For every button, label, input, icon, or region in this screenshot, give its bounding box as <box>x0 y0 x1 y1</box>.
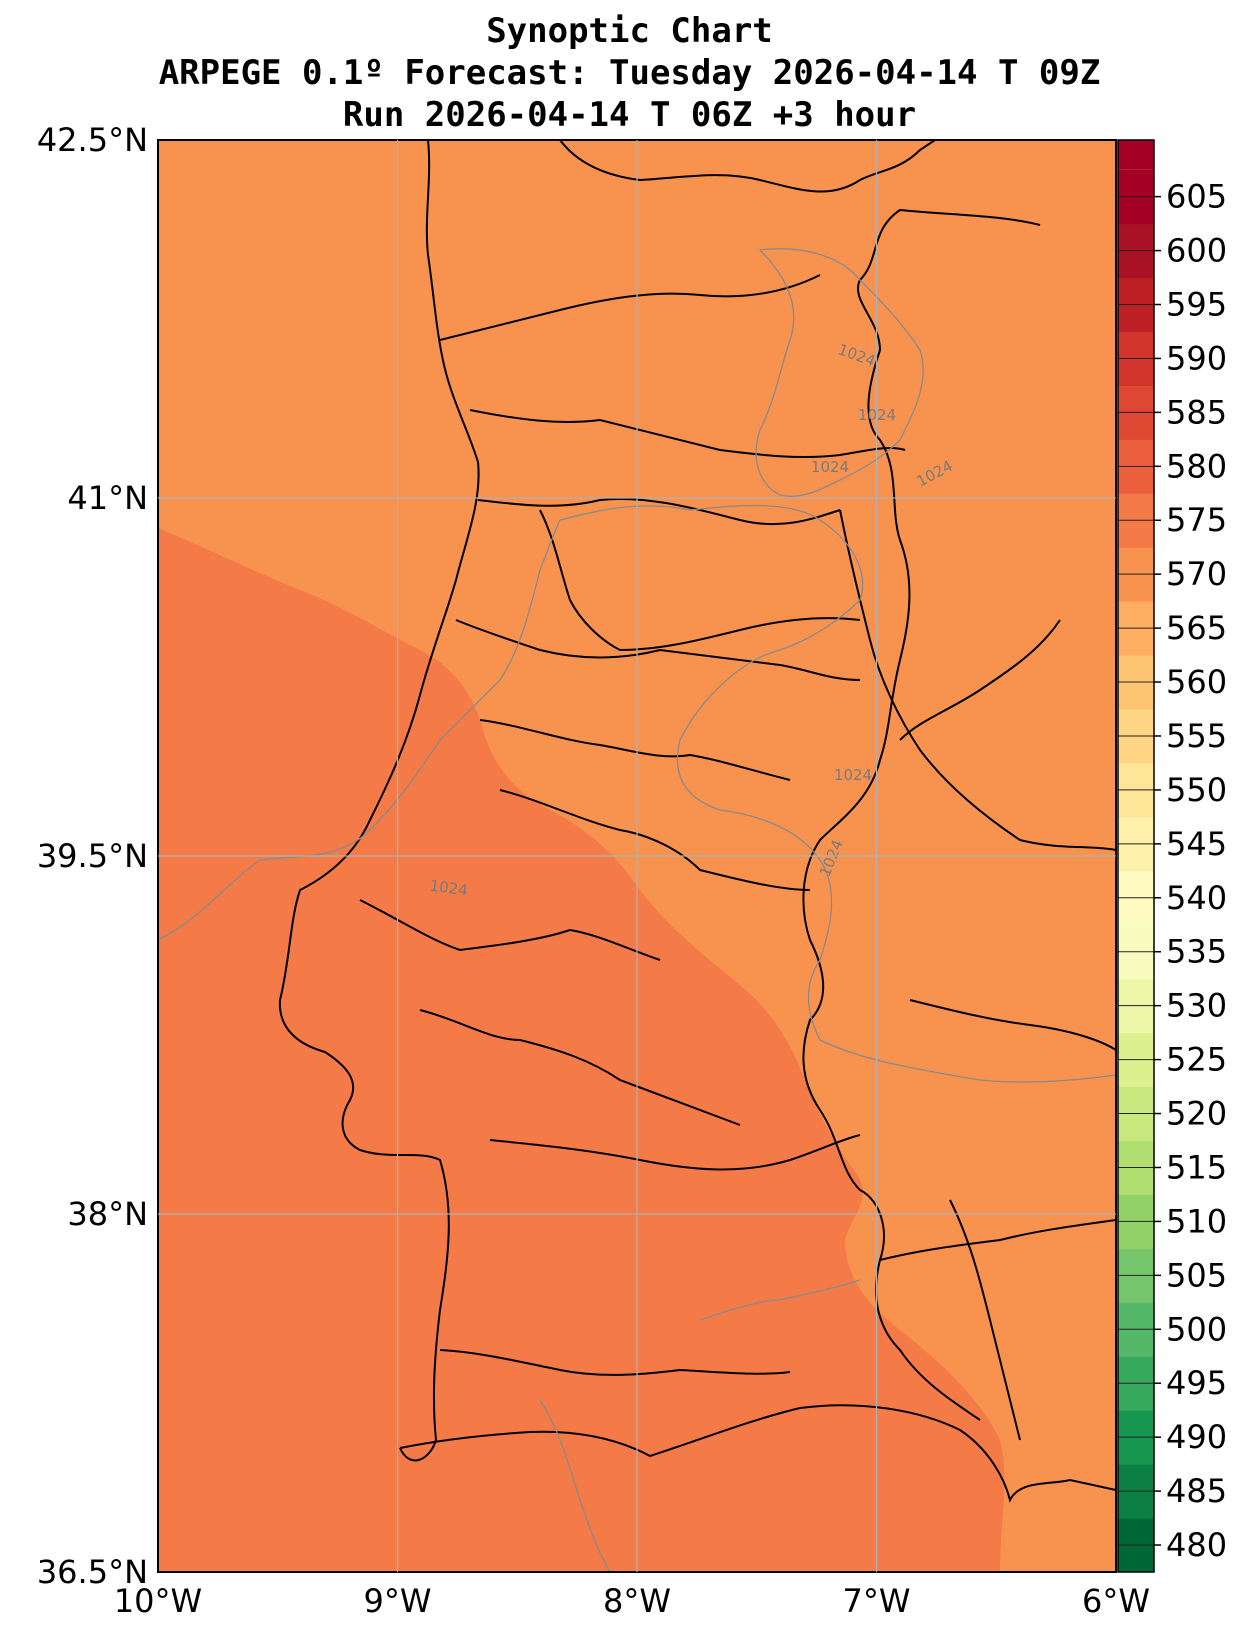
colorbar-label: 535 <box>1166 933 1227 971</box>
colorbar: 480 485 490 495 500 505 510 515 520 525 530 535 540 5… <box>1117 139 1227 1573</box>
colorbar-label: 490 <box>1166 1418 1227 1456</box>
district-border-5 <box>455 619 861 681</box>
lat-tick-label: 39.5°N <box>37 837 148 875</box>
lat-tick-label: 38°N <box>67 1195 148 1233</box>
chart-title: Synoptic Chart ARPEGE 0.1º Forecast: Tue… <box>0 10 1259 136</box>
colorbar-label: 565 <box>1166 609 1227 647</box>
lat-tick-label: 41°N <box>67 479 148 517</box>
coastline-borders <box>278 140 1116 1503</box>
lon-tick-label: 10°W <box>114 1582 202 1620</box>
colorbar-label: 600 <box>1166 232 1227 270</box>
height-fill-south <box>158 528 1005 1572</box>
colorbar-label: 560 <box>1166 663 1227 701</box>
colorbar-label: 570 <box>1166 555 1227 593</box>
axis-tick-labels: 10°W 9°W 8°W 7°W 6°W 42.5°N 41°N 39.5°N 38°N 36.5… <box>37 121 1150 1620</box>
district-border-8 <box>359 899 661 961</box>
colorbar-label: 555 <box>1166 717 1227 755</box>
colorbar-label: 580 <box>1166 447 1227 485</box>
district-border-2 <box>469 409 906 459</box>
isobar-1024-north <box>755 248 924 497</box>
district-border-10 <box>489 1134 861 1171</box>
isobar-lines <box>158 248 1116 1572</box>
colorbar-label: 595 <box>1166 286 1227 324</box>
lon-tick-label: 6°W <box>1082 1582 1150 1620</box>
colorbar-label: 515 <box>1166 1148 1227 1186</box>
colorbar-label: 590 <box>1166 339 1227 377</box>
colorbar-label: 525 <box>1166 1041 1227 1079</box>
district-border-11 <box>439 1349 791 1376</box>
colorbar-label: 495 <box>1166 1364 1227 1402</box>
algarve-coastline <box>399 1404 1116 1503</box>
lat-tick-label: 36.5°N <box>37 1553 148 1591</box>
lon-tick-label: 9°W <box>364 1582 432 1620</box>
isobar-1024-south <box>539 1399 611 1572</box>
lon-tick-label: 8°W <box>603 1582 671 1620</box>
colorbar-label: 480 <box>1166 1526 1227 1564</box>
title-line-1: Synoptic Chart <box>486 11 773 51</box>
isobar-1024-se <box>699 1279 861 1321</box>
spain-border <box>802 208 1041 1421</box>
colorbar-label: 505 <box>1166 1256 1227 1294</box>
colorbar-label: 545 <box>1166 825 1227 863</box>
district-border-6 <box>479 719 791 781</box>
district-border-7 <box>499 789 811 891</box>
district-border-15 <box>949 1199 1021 1441</box>
district-border-13 <box>909 999 1116 1051</box>
district-border-3 <box>477 498 841 526</box>
lat-tick-label: 42.5°N <box>37 121 148 159</box>
colorbar-label: 550 <box>1166 771 1227 809</box>
title-line-3: Run 2026-04-14 T 06Z +3 hour <box>342 95 917 135</box>
title-line-2: ARPEGE 0.1º Forecast: Tuesday 2026-04-14… <box>158 53 1101 93</box>
district-border-9 <box>419 1009 741 1126</box>
colorbar-label: 520 <box>1166 1095 1227 1133</box>
map-gridlines <box>158 140 1116 1572</box>
isobar-label: 1024 <box>429 876 469 899</box>
isobar-1024-west <box>158 519 561 941</box>
district-border-1 <box>439 274 821 341</box>
atlantic-coastline <box>278 140 480 1462</box>
district-border-16 <box>899 619 1061 741</box>
lon-tick-label: 7°W <box>843 1582 911 1620</box>
colorbar-label: 510 <box>1166 1202 1227 1240</box>
colorbar-label: 575 <box>1166 501 1227 539</box>
colorbar-segment-top <box>1118 140 1154 170</box>
colorbar-label: 540 <box>1166 879 1227 917</box>
colorbar-label: 585 <box>1166 393 1227 431</box>
isobar-1024-central <box>559 504 1116 1083</box>
isobar-label: 1024 <box>834 766 872 784</box>
colorbar-label: 530 <box>1166 987 1227 1025</box>
isobar-label: 1024 <box>811 458 849 476</box>
colorbar-label: 485 <box>1166 1472 1227 1510</box>
colorbar-frame <box>1117 139 1155 1573</box>
district-border-14 <box>879 1219 1116 1261</box>
colorbar-label: 605 <box>1166 178 1227 216</box>
colorbar-label: 500 <box>1166 1310 1227 1348</box>
district-border-4 <box>539 509 861 652</box>
